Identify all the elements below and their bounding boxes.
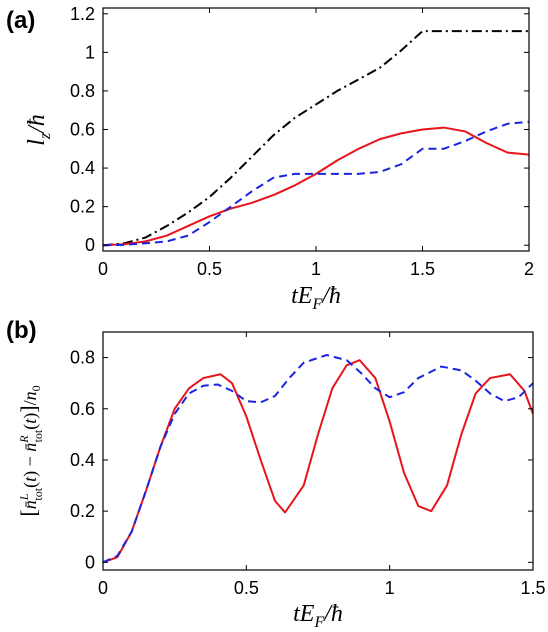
panel-b-ytick-label: 0.8 [70, 348, 95, 368]
panel-b-label: (b) [6, 317, 37, 344]
panel-a-ytick-label: 0 [85, 235, 95, 255]
panel-a-ytick-label: 1 [85, 42, 95, 62]
panel-a-ytick-label: 0.4 [70, 158, 95, 178]
panel-b-xtick-label: 0 [98, 578, 108, 598]
panel-b-xlabel: tEF/ħ [293, 601, 343, 631]
panel-a-ytick-label: 0.6 [70, 120, 95, 140]
panel-a-xtick-label: 0.5 [197, 259, 222, 279]
panel-a-series [102, 30, 530, 247]
panel-a-series-line-0 [102, 30, 529, 247]
panel-b: (b) 0 0.5 1 1.5 0 0.2 0.4 0.6 0.8 tEF/ħ [n̄Ltot(… [6, 317, 546, 631]
panel-b-xtick-label: 1 [385, 578, 395, 598]
panel-a-series-line-1 [102, 126, 530, 247]
panel-a: (a) 0 0.5 1 1.5 2 0 0.2 0.4 0.6 0.8 1 1.2 tEF/ħ lz/… [6, 4, 534, 313]
panel-a-xtick-label: 1.5 [410, 259, 435, 279]
panel-b-xtick-label: 1.5 [520, 578, 545, 598]
panel-a-ytick-label: 1.2 [70, 4, 95, 24]
panel-b-ytick-label: 0.6 [70, 399, 95, 419]
panel-b-series-line-0 [102, 359, 534, 564]
panel-b-ytick-label: 0 [85, 552, 95, 572]
panel-a-ylabel: lz/ħ [24, 114, 54, 146]
panel-b-series-line-1 [102, 354, 534, 564]
panel-b-ytick-label: 0.4 [70, 450, 95, 470]
panel-a-xtick-label: 0 [98, 259, 108, 279]
panel-b-plot-frame [102, 331, 534, 571]
panel-a-ytick-label: 0.8 [70, 81, 95, 101]
panel-b-ylabel: [n̄Ltot(t) − n̄Rtot(t)]/n0 [16, 385, 45, 516]
panel-a-xtick-label: 2 [524, 259, 534, 279]
panel-b-ytick-label: 0.2 [70, 501, 95, 521]
panel-a-label: (a) [6, 7, 35, 34]
panel-a-xtick-label: 1 [311, 259, 321, 279]
panel-b-xtick-label: 0.5 [234, 578, 259, 598]
panel-a-series-line-2 [102, 120, 530, 247]
panel-b-ticks: 0 0.5 1 1.5 0 0.2 0.4 0.6 0.8 [70, 332, 546, 598]
panel-a-ytick-label: 0.2 [70, 197, 95, 217]
panel-a-xlabel: tEF/ħ [291, 283, 341, 313]
panel-a-plot-frame [102, 7, 530, 252]
panel-b-series [102, 354, 534, 564]
panel-a-ticks: 0 0.5 1 1.5 2 0 0.2 0.4 0.6 0.8 1 1.2 [70, 4, 534, 279]
